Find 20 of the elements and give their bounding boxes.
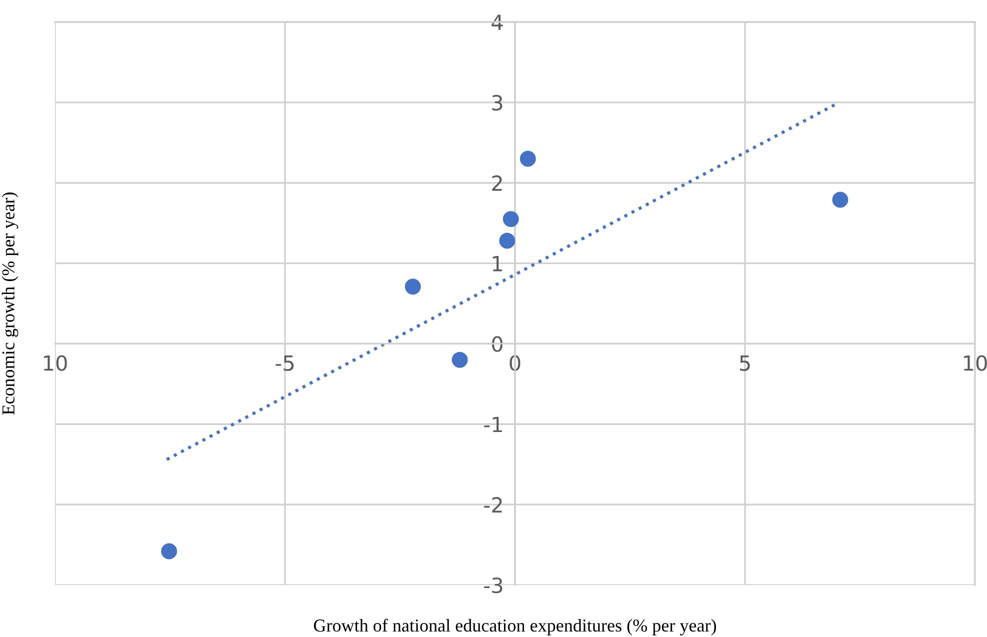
point	[161, 543, 178, 560]
x-tick-label: 0	[510, 355, 520, 371]
point	[452, 352, 468, 368]
y-tick-label: 3	[492, 94, 502, 111]
y-tick-label: -2	[484, 497, 502, 512]
y-tick-label: 1	[492, 256, 502, 272]
point	[832, 192, 848, 208]
x-axis-title: Growth of national education expenditures (% per year)	[314, 618, 716, 636]
y-tick-label: 2	[492, 175, 502, 191]
point	[404, 278, 421, 295]
point	[520, 150, 536, 167]
point	[502, 211, 519, 228]
y-axis-title: Economic growth (% per year)	[2, 192, 18, 415]
x-tick-label: 5	[740, 355, 750, 371]
y-tick-label: -3	[484, 577, 502, 594]
x-tick-label: 10	[44, 355, 67, 371]
y-tick-label: -1	[484, 416, 502, 432]
x-tick-label: -5	[276, 355, 294, 371]
x-tick-label: 10	[964, 355, 987, 371]
point	[499, 232, 516, 249]
